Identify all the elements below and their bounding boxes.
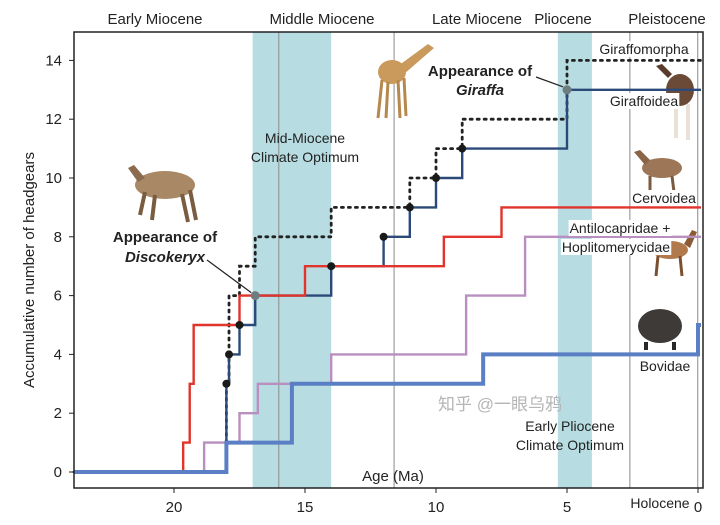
x-tick-label: 20: [166, 499, 183, 516]
muskox-illustration: [638, 309, 682, 350]
appearance-marker: [562, 85, 572, 95]
y-tick-label: 4: [54, 346, 62, 363]
y-tick-label: 10: [45, 170, 62, 187]
band-label: Climate Optimum: [516, 437, 624, 453]
series-line-giraffoidea: [74, 88, 701, 474]
label-background: [598, 41, 690, 57]
y-tick-label: 8: [54, 229, 62, 246]
band-label: Climate Optimum: [251, 149, 359, 165]
band-label: Mid-Miocene: [265, 130, 345, 146]
data-point-marker: [379, 232, 388, 241]
data-point-marker: [235, 321, 244, 329]
x-tick-label: 10: [428, 499, 445, 516]
data-point-marker: [432, 174, 440, 182]
deer-illustration: [634, 150, 682, 193]
series-label: Antilocapridae +: [570, 220, 671, 236]
annotation-arrow: [206, 259, 252, 294]
y-tick-label: 2: [54, 405, 62, 422]
climate-band: [557, 32, 592, 488]
label-background: [631, 190, 698, 206]
x-axis-label: Age (Ma): [362, 468, 424, 485]
discokeryx-illustration: [128, 165, 198, 223]
annotation-title: Appearance of: [428, 63, 533, 80]
y-tick-label: 14: [45, 52, 62, 69]
x-tick-label: 5: [563, 499, 571, 516]
annotation-taxon: Discokeryx: [125, 249, 206, 266]
data-point-marker: [222, 379, 231, 388]
y-tick-label: 6: [54, 288, 62, 305]
epoch-label: Pleistocene: [628, 11, 706, 28]
annotation-arrow: [535, 76, 564, 88]
label-background: [638, 358, 692, 374]
series-line-bovidae: [74, 323, 701, 474]
series-label: Giraffoidea: [610, 93, 678, 109]
data-point-marker: [327, 262, 336, 271]
epoch-label: Late Miocene: [432, 11, 522, 28]
data-point-marker: [225, 350, 234, 359]
epoch-label: Pliocene: [534, 11, 592, 28]
y-tick-label: 12: [45, 111, 62, 128]
x-tick-label: 0: [694, 499, 702, 516]
band-label: Early Pliocene: [525, 418, 615, 434]
giraffe-illustration: [376, 44, 434, 119]
series-line-cervoidea: [74, 206, 701, 474]
holocene-label: Holocene: [630, 495, 689, 511]
series-label: Cervoidea: [632, 190, 696, 206]
epoch-label: Middle Miocene: [269, 11, 374, 28]
watermark: 知乎 @一眼乌鸦: [438, 395, 562, 414]
label-background: [608, 93, 680, 109]
y-axis-label: Accumulative number of headgears: [21, 152, 38, 388]
label-background: [560, 239, 672, 255]
series-label: Bovidae: [640, 358, 691, 374]
appearance-marker: [250, 291, 260, 301]
epoch-label: Early Miocene: [107, 11, 202, 28]
series-label: Giraffomorpha: [599, 41, 688, 57]
x-tick-label: 15: [297, 499, 314, 516]
annotation-taxon: Giraffa: [456, 82, 504, 99]
y-tick-label: 0: [54, 464, 62, 481]
plot-frame: [73, 31, 704, 489]
series-label: Hoplitomerycidae: [562, 239, 670, 255]
data-point-marker: [458, 144, 467, 153]
label-background: [568, 220, 672, 236]
annotation-title: Appearance of: [113, 229, 218, 246]
data-point-marker: [405, 203, 414, 212]
